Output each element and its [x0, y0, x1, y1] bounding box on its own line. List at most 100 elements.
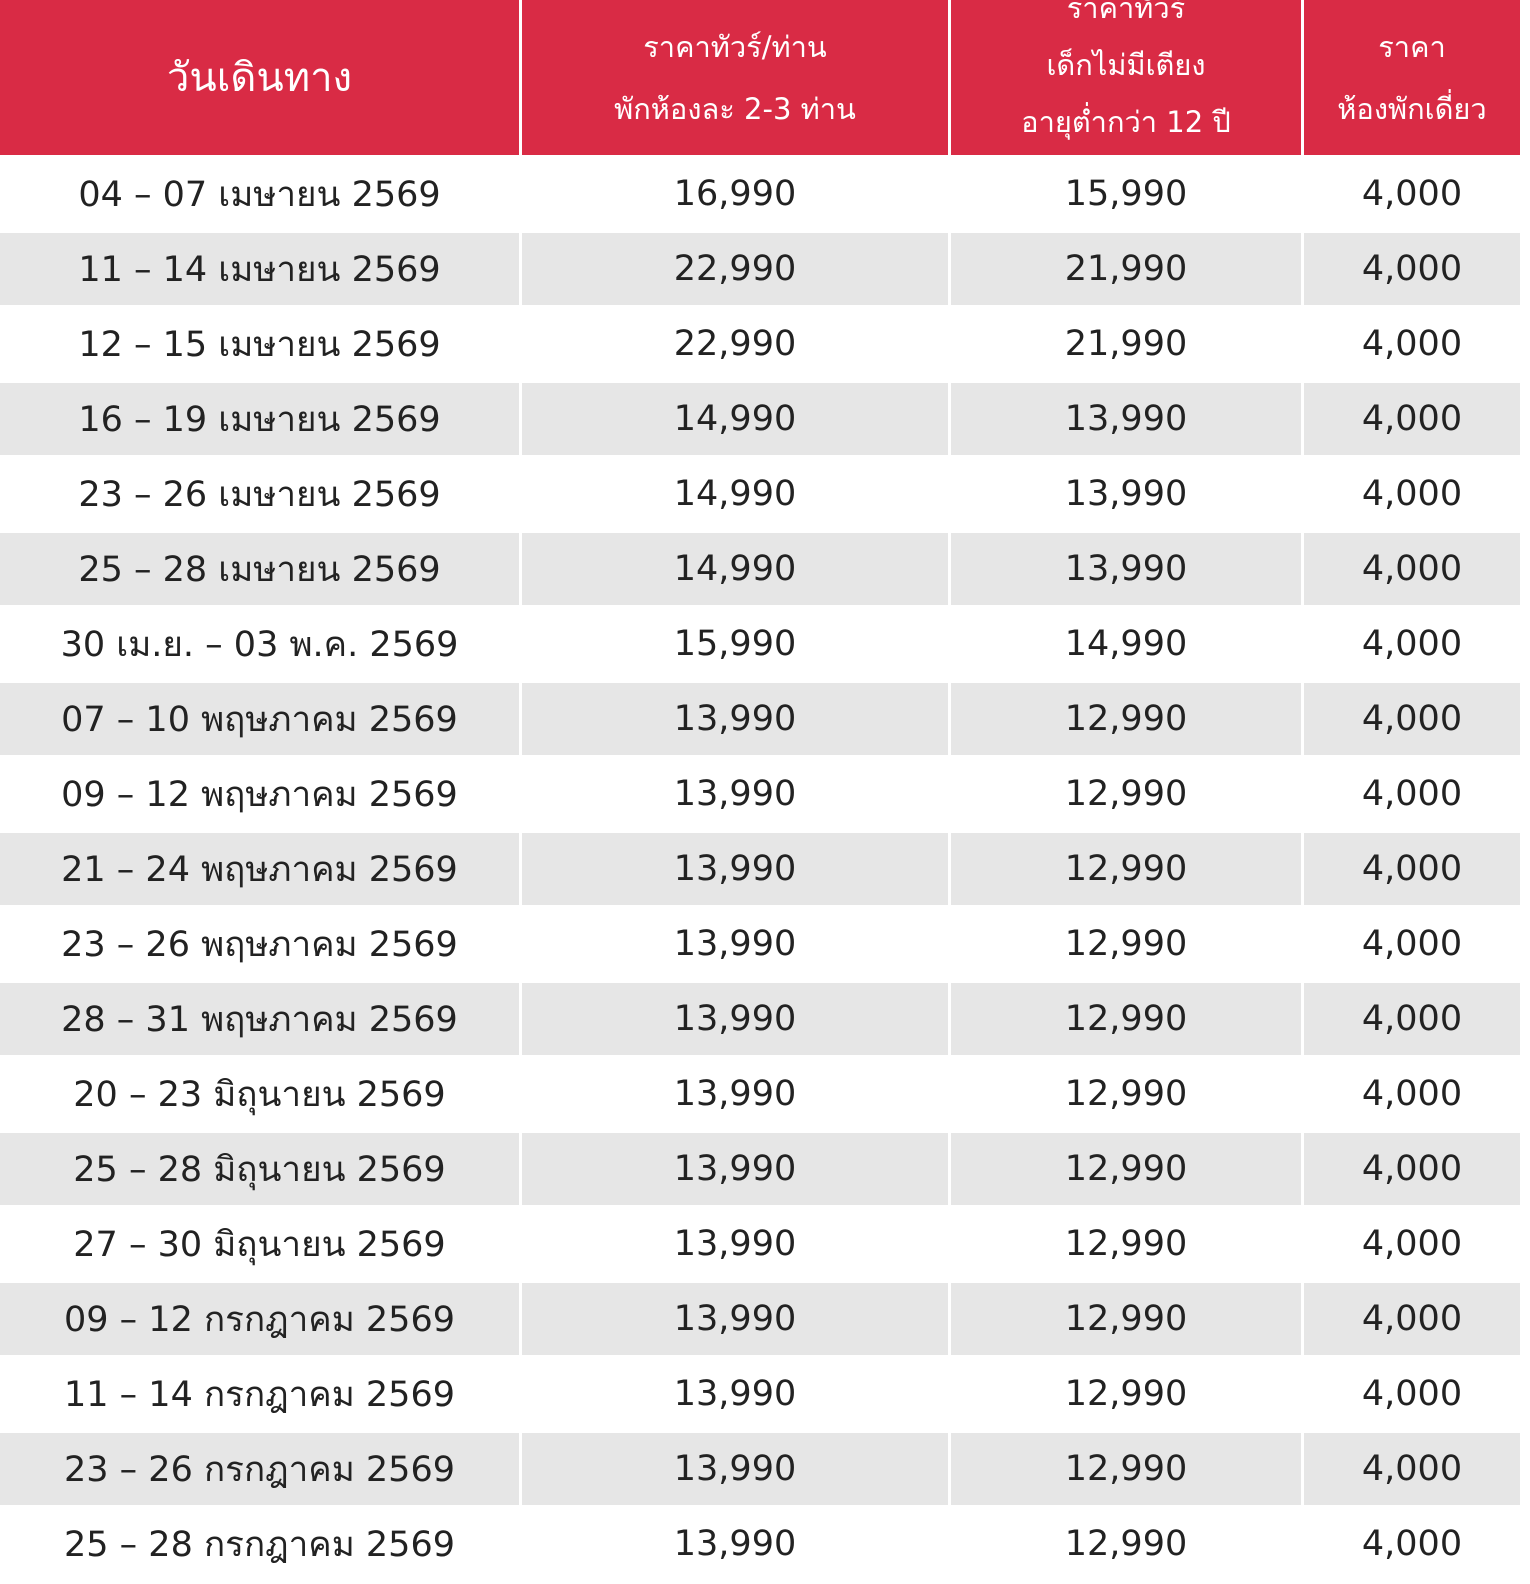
adult-price-cell: 13,990: [673, 1524, 797, 1564]
adult-price-cell: 14,990: [522, 383, 948, 455]
date-cell: 30 เม.ย. – 03 พ.ค. 2569: [60, 624, 459, 665]
date-cell: 21 – 24 พฤษภาคม 2569: [0, 833, 519, 905]
adult-price-cell: 15,990: [673, 624, 797, 664]
child-price-cell: 14,990: [1064, 624, 1188, 664]
adult-price-cell: 14,990: [673, 474, 797, 514]
table-row: 25 – 28 เมษายน 2569 14,990 13,990 4,000: [0, 530, 1520, 605]
header-child-line1: ราคาทัวร์: [1066, 0, 1186, 25]
single-room-cell: 4,000: [1304, 1133, 1520, 1205]
table-row: 20 – 23 มิถุนายน 2569 13,990 12,990 4,000: [0, 1055, 1515, 1130]
single-room-cell: 4,000: [1361, 474, 1463, 514]
date-cell: 23 – 26 พฤษภาคม 2569: [61, 924, 458, 965]
table-row: 04 – 07 เมษายน 2569 16,990 15,990 4,000: [0, 155, 1515, 230]
table-header: วันเดินทาง ราคาทัวร์/ท่าน พักห้องละ 2-3 …: [0, 0, 1520, 155]
table-row: 16 – 19 เมษายน 2569 14,990 13,990 4,000: [0, 380, 1520, 455]
date-cell: 28 – 31 พฤษภาคม 2569: [0, 983, 519, 1055]
date-cell: 25 – 28 กรกฎาคม 2569: [64, 1524, 455, 1565]
child-price-cell: 12,990: [1064, 924, 1188, 964]
single-room-cell: 4,000: [1304, 1283, 1520, 1355]
single-room-cell: 4,000: [1304, 383, 1520, 455]
child-price-cell: 12,990: [1064, 1074, 1188, 1114]
date-cell: 09 – 12 กรกฎาคม 2569: [0, 1283, 519, 1355]
header-date-label: วันเดินทาง: [166, 54, 353, 101]
table-row: 07 – 10 พฤษภาคม 2569 13,990 12,990 4,000: [0, 680, 1520, 755]
child-price-cell: 13,990: [1064, 474, 1188, 514]
single-room-cell: 4,000: [1361, 1224, 1463, 1264]
adult-price-cell: 14,990: [522, 533, 948, 605]
single-room-cell: 4,000: [1304, 983, 1520, 1055]
header-adult-line1: ราคาทัวร์/ท่าน: [643, 29, 827, 64]
header-adult-line2: พักห้องละ 2-3 ท่าน: [614, 91, 856, 126]
single-room-cell: 4,000: [1361, 1374, 1463, 1414]
adult-price-cell: 13,990: [522, 1283, 948, 1355]
adult-price-cell: 22,990: [522, 233, 948, 305]
adult-price-cell: 13,990: [522, 1133, 948, 1205]
header-child-line2: เด็กไม่มีเตียง: [1046, 48, 1206, 82]
table-row: 09 – 12 พฤษภาคม 2569 13,990 12,990 4,000: [0, 755, 1515, 830]
adult-price-cell: 13,990: [673, 774, 797, 814]
child-price-cell: 15,990: [1064, 174, 1188, 214]
child-price-cell: 12,990: [951, 983, 1301, 1055]
date-cell: 16 – 19 เมษายน 2569: [0, 383, 519, 455]
child-price-cell: 21,990: [1064, 324, 1188, 364]
adult-price-cell: 13,990: [673, 1374, 797, 1414]
table-row: 25 – 28 กรกฎาคม 2569 13,990 12,990 4,000: [0, 1505, 1515, 1580]
date-cell: 23 – 26 เมษายน 2569: [78, 474, 441, 515]
date-cell: 11 – 14 กรกฎาคม 2569: [64, 1374, 455, 1415]
adult-price-cell: 13,990: [673, 924, 797, 964]
table-row: 21 – 24 พฤษภาคม 2569 13,990 12,990 4,000: [0, 830, 1520, 905]
date-cell: 12 – 15 เมษายน 2569: [78, 324, 441, 365]
child-price-cell: 12,990: [951, 1283, 1301, 1355]
child-price-cell: 12,990: [951, 683, 1301, 755]
date-cell: 11 – 14 เมษายน 2569: [0, 233, 519, 305]
adult-price-cell: 13,990: [522, 983, 948, 1055]
table-row: 09 – 12 กรกฎาคม 2569 13,990 12,990 4,000: [0, 1280, 1520, 1355]
single-room-cell: 4,000: [1361, 324, 1463, 364]
header-adult-price: ราคาทัวร์/ท่าน พักห้องละ 2-3 ท่าน: [522, 0, 948, 155]
child-price-cell: 12,990: [1064, 1224, 1188, 1264]
date-cell: 09 – 12 พฤษภาคม 2569: [61, 774, 458, 815]
table-row: 25 – 28 มิถุนายน 2569 13,990 12,990 4,000: [0, 1130, 1520, 1205]
child-price-cell: 21,990: [951, 233, 1301, 305]
single-room-cell: 4,000: [1361, 1524, 1463, 1564]
header-single-line2: ห้องพักเดี่ยว: [1337, 91, 1487, 126]
header-child-line3: อายุต่ำกว่า 12 ปี: [1021, 105, 1231, 139]
table-row: 30 เม.ย. – 03 พ.ค. 2569 15,990 14,990 4,000: [0, 605, 1515, 680]
child-price-cell: 12,990: [1064, 1374, 1188, 1414]
adult-price-cell: 13,990: [673, 1224, 797, 1264]
table-row: 23 – 26 กรกฎาคม 2569 13,990 12,990 4,000: [0, 1430, 1520, 1505]
single-room-cell: 4,000: [1304, 683, 1520, 755]
adult-price-cell: 13,990: [522, 683, 948, 755]
header-single-line1: ราคา: [1378, 29, 1446, 64]
single-room-cell: 4,000: [1361, 624, 1463, 664]
table-row: 28 – 31 พฤษภาคม 2569 13,990 12,990 4,000: [0, 980, 1520, 1055]
child-price-cell: 12,990: [1064, 774, 1188, 814]
header-child-price: ราคาทัวร์ เด็กไม่มีเตียง อายุต่ำกว่า 12 …: [951, 0, 1301, 155]
table-row: 23 – 26 พฤษภาคม 2569 13,990 12,990 4,000: [0, 905, 1515, 980]
header-date: วันเดินทาง: [0, 0, 519, 155]
date-cell: 25 – 28 มิถุนายน 2569: [0, 1133, 519, 1205]
table-row: 27 – 30 มิถุนายน 2569 13,990 12,990 4,000: [0, 1205, 1515, 1280]
child-price-cell: 12,990: [1064, 1524, 1188, 1564]
child-price-cell: 12,990: [951, 1133, 1301, 1205]
single-room-cell: 4,000: [1304, 833, 1520, 905]
table-row: 11 – 14 กรกฎาคม 2569 13,990 12,990 4,000: [0, 1355, 1515, 1430]
single-room-cell: 4,000: [1361, 174, 1463, 214]
header-single-room: ราคา ห้องพักเดี่ยว: [1304, 0, 1520, 155]
table-row: 11 – 14 เมษายน 2569 22,990 21,990 4,000: [0, 230, 1520, 305]
single-room-cell: 4,000: [1361, 774, 1463, 814]
date-cell: 04 – 07 เมษายน 2569: [78, 174, 441, 215]
table-body: 04 – 07 เมษายน 2569 16,990 15,990 4,000 11 –…: [0, 155, 1520, 1580]
child-price-cell: 13,990: [951, 533, 1301, 605]
adult-price-cell: 16,990: [673, 174, 797, 214]
child-price-cell: 12,990: [951, 833, 1301, 905]
adult-price-cell: 22,990: [673, 324, 797, 364]
date-cell: 23 – 26 กรกฎาคม 2569: [0, 1433, 519, 1505]
date-cell: 27 – 30 มิถุนายน 2569: [73, 1224, 446, 1265]
adult-price-cell: 13,990: [673, 1074, 797, 1114]
child-price-cell: 13,990: [951, 383, 1301, 455]
single-room-cell: 4,000: [1361, 1074, 1463, 1114]
table-row: 12 – 15 เมษายน 2569 22,990 21,990 4,000: [0, 305, 1515, 380]
adult-price-cell: 13,990: [522, 833, 948, 905]
